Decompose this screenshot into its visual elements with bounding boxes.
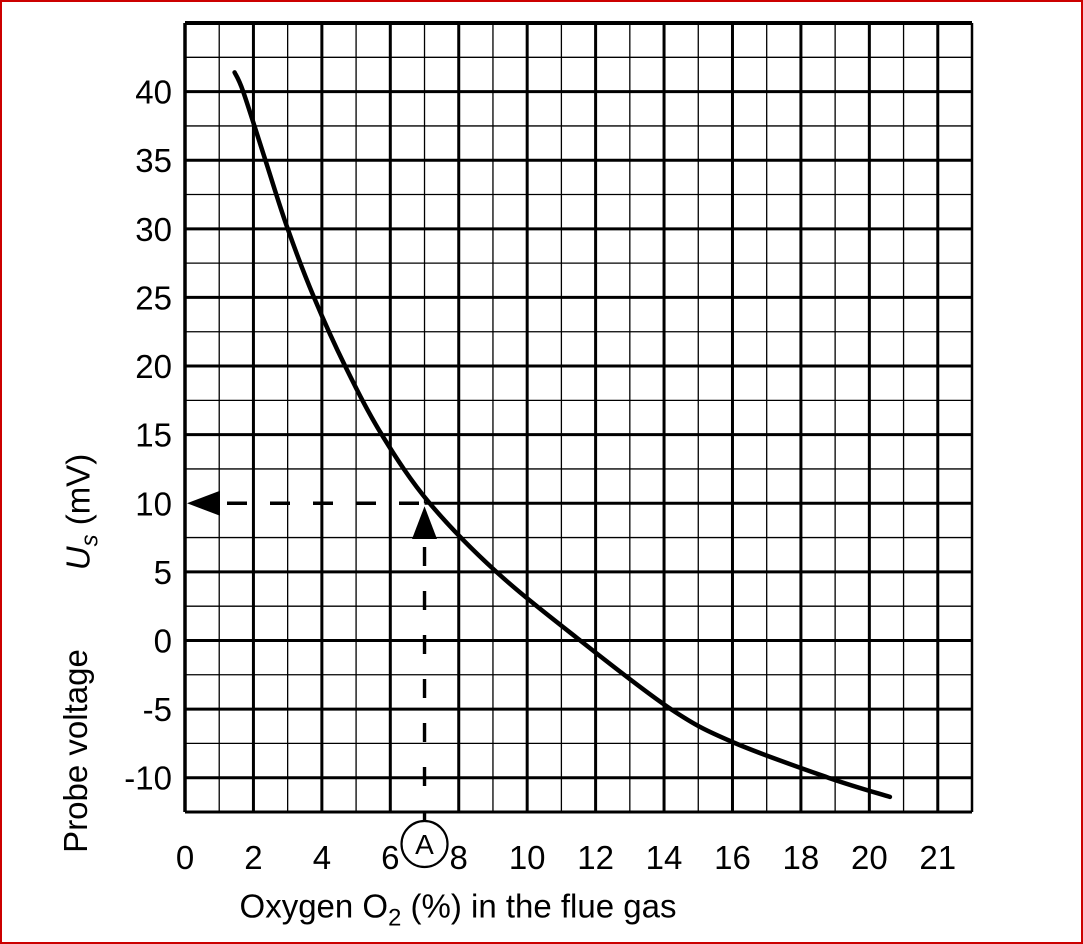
reading-guides bbox=[187, 490, 438, 820]
x-tick-label: 10 bbox=[509, 839, 546, 876]
x-tick-label: 20 bbox=[851, 839, 888, 876]
y-axis-title-symbol: Us (mV) bbox=[60, 454, 105, 570]
y-axis-symbol: U bbox=[59, 546, 97, 571]
point-a-label: A bbox=[415, 829, 434, 860]
y-axis-title-text: Probe voltage bbox=[57, 649, 94, 853]
arrowhead-up-icon bbox=[412, 506, 438, 539]
y-tick-label: -10 bbox=[124, 760, 172, 797]
y-tick-label: 35 bbox=[135, 142, 172, 179]
y-tick-label: -5 bbox=[143, 691, 172, 728]
x-axis-title-prefix: Oxygen O bbox=[239, 887, 389, 925]
y-tick-label: 25 bbox=[135, 279, 172, 316]
y-tick-label: 40 bbox=[135, 74, 172, 111]
x-axis-title: Oxygen O2 (%) in the flue gas bbox=[240, 888, 677, 933]
y-tick-label: 15 bbox=[135, 417, 172, 454]
x-axis-title-suffix: (%) in the flue gas bbox=[401, 887, 677, 925]
x-tick-label: 8 bbox=[450, 839, 468, 876]
x-tick-label: 16 bbox=[714, 839, 751, 876]
y-tick-label: 30 bbox=[135, 211, 172, 248]
y-tick-label: 10 bbox=[135, 485, 172, 522]
point-a-circle bbox=[400, 819, 449, 869]
x-axis-title-subscript: 2 bbox=[388, 904, 402, 932]
x-tick-label: 6 bbox=[381, 839, 399, 876]
arrowhead-left-icon bbox=[187, 490, 220, 516]
x-tick-label: 18 bbox=[783, 839, 820, 876]
x-tick-label: 2 bbox=[244, 839, 262, 876]
grid bbox=[183, 21, 974, 814]
y-tick-label: 20 bbox=[135, 348, 172, 385]
y-tick-label: 0 bbox=[154, 622, 172, 659]
y-axis-symbol-subscript: s bbox=[76, 534, 104, 547]
x-tick-label: 21 bbox=[919, 839, 956, 876]
x-tick-label: 12 bbox=[577, 839, 614, 876]
x-tick-label: 0 bbox=[176, 839, 194, 876]
probe-voltage-curve bbox=[232, 70, 893, 800]
y-axis-unit: (mV) bbox=[59, 453, 97, 535]
y-tick-label: 5 bbox=[154, 554, 172, 591]
point-a-marker: A bbox=[400, 819, 449, 869]
x-tick-label: 14 bbox=[646, 839, 683, 876]
tick-labels: 0 2 4 6 8 10 12 14 16 18 20 21 40 35 30 25 20 15 10 5 0 -5 -10 bbox=[124, 74, 956, 876]
x-tick-label: 4 bbox=[313, 839, 331, 876]
